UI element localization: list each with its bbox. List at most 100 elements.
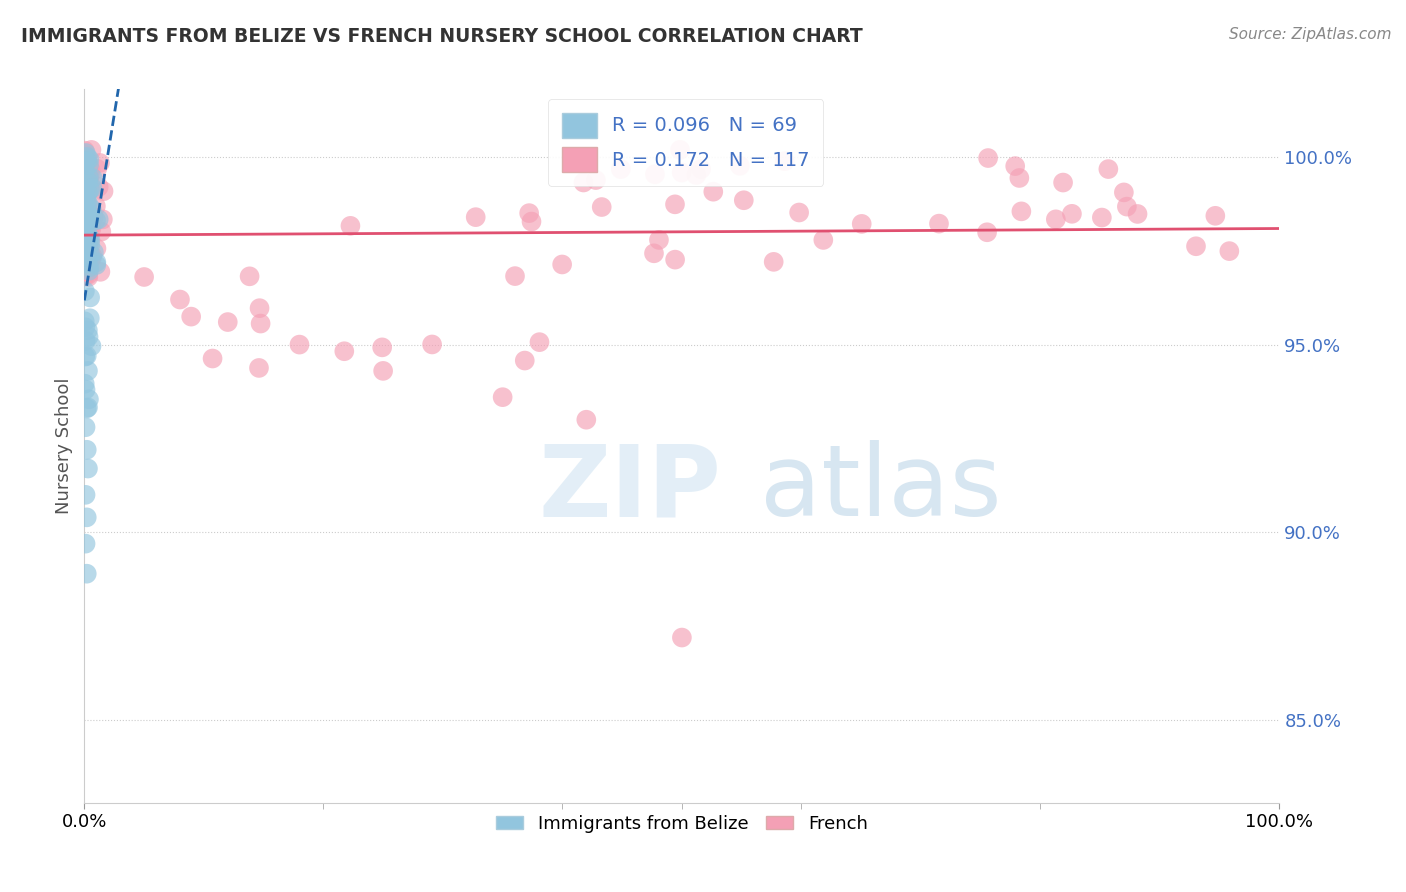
Point [73,163,96,178]
Point [89,156,111,170]
Point [77,329,100,343]
Point [76,173,98,187]
Point [76,349,98,363]
Point [75,218,97,232]
Point [76,207,98,221]
Point [84,199,107,213]
Point [851,217,873,231]
Point [77,186,100,200]
Point [77,268,100,282]
Point [77,174,100,188]
Point [79,221,101,235]
Point [169,293,191,307]
Point [76,197,98,211]
Point [664,252,686,267]
Point [76,323,98,337]
Point [87,212,110,227]
Point [1115,200,1137,214]
Point [77,401,100,415]
Point [762,255,785,269]
Point [73,210,96,224]
Point [249,301,271,315]
Point [75,159,97,173]
Point [73,211,96,226]
Point [76,256,98,270]
Point [79,247,101,261]
Point [80,339,103,353]
Point [77,238,100,252]
Point [591,200,613,214]
Point [928,217,950,231]
Point [671,165,693,179]
Point [79,169,101,183]
Point [77,158,100,172]
Point [1204,209,1226,223]
Point [73,314,96,328]
Point [83,245,105,260]
Point [669,143,692,157]
Point [79,232,101,246]
Point [73,212,96,227]
Point [76,510,98,524]
Point [773,154,796,169]
Point [648,233,671,247]
Point [1008,171,1031,186]
Point [84,213,107,227]
Point [75,420,97,434]
Point [90,225,112,239]
Point [75,488,97,502]
Point [1126,207,1149,221]
Text: atlas: atlas [759,441,1001,537]
Point [728,159,751,173]
Point [79,162,101,177]
Point [1218,244,1240,259]
Point [787,205,810,219]
Point [80,219,103,233]
Point [76,401,98,416]
Point [79,177,101,191]
Point [513,353,536,368]
Point [73,285,96,299]
Point [77,264,100,278]
Point [73,250,96,264]
Point [93,184,115,198]
Point [610,162,633,177]
Point [575,413,598,427]
Point [82,171,104,186]
Point [77,162,100,177]
Point [73,191,96,205]
Point [643,246,665,260]
Point [288,337,311,351]
Point [79,237,101,252]
Point [75,383,97,397]
Point [1052,176,1074,190]
Point [73,246,96,260]
Point [82,249,104,263]
Point [1045,212,1067,227]
Point [180,310,202,324]
Point [77,270,100,285]
Point [75,193,97,207]
Point [80,143,103,157]
Point [75,350,97,364]
Point [75,236,97,251]
Point [75,216,97,230]
Point [79,211,101,226]
Point [75,222,97,236]
Point [464,210,486,224]
Point [517,206,540,220]
Point [75,215,97,229]
Point [77,236,100,251]
Point [690,162,713,177]
Point [79,182,101,196]
Point [1010,204,1032,219]
Point [132,270,156,285]
Point [76,202,98,216]
Point [73,178,96,192]
Point [77,230,100,244]
Point [73,148,96,162]
Point [89,265,111,279]
Point [373,364,395,378]
Point [520,214,543,228]
Point [75,320,97,334]
